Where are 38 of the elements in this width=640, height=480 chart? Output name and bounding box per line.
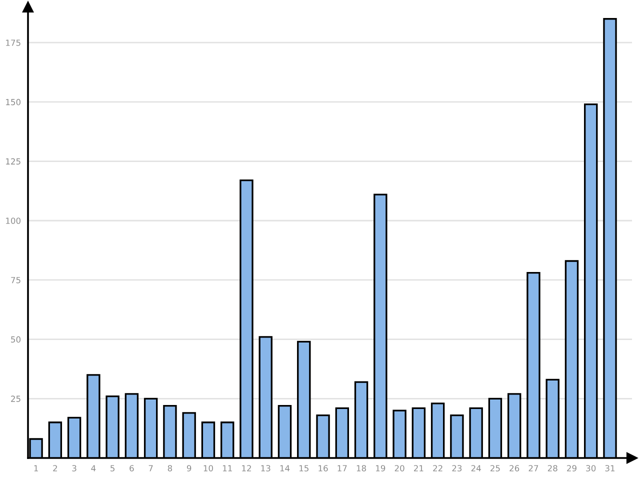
x-tick-label: 30 (586, 465, 596, 472)
x-tick-label: 21 (414, 465, 424, 472)
x-tick-label: 20 (394, 465, 404, 472)
x-tick-label: 6 (130, 465, 134, 472)
x-tick-label: 31 (605, 465, 615, 472)
x-tick-label: 17 (338, 465, 347, 472)
x-tick-label: 25 (490, 465, 500, 472)
y-tick-label: 50 (11, 336, 20, 343)
x-tick-label: 10 (204, 465, 213, 472)
x-tick-label: 15 (300, 465, 308, 472)
x-tick-label: 16 (318, 465, 328, 472)
x-tick-label: 18 (356, 465, 366, 472)
x-tick-label: 27 (528, 465, 538, 472)
x-tick-label: 3 (72, 465, 76, 472)
x-tick-label: 12 (242, 465, 251, 472)
x-tick-label: 13 (261, 465, 270, 472)
x-tick-label: 7 (148, 465, 153, 472)
x-tick-label: 28 (548, 465, 558, 472)
x-tick-label: 8 (168, 465, 172, 472)
x-tick-label: 22 (433, 465, 442, 472)
x-tick-label: 29 (567, 465, 576, 472)
x-tick-label: 24 (471, 465, 481, 472)
x-tick-label: 23 (452, 465, 462, 472)
x-tick-label: 14 (280, 465, 290, 472)
x-tick-label: 19 (376, 465, 386, 472)
y-tick-label: 25 (11, 396, 20, 402)
x-tick-label: 2 (53, 465, 57, 472)
y-tick-label: 175 (6, 40, 20, 46)
x-tick-label: 11 (222, 465, 232, 472)
x-tick-label: 26 (510, 465, 520, 472)
x-tick-label: 9 (186, 465, 192, 472)
y-tick-label: 75 (11, 277, 20, 284)
x-tick-label: 1 (34, 465, 38, 472)
y-tick-label: 125 (6, 158, 20, 165)
y-tick-label: 100 (6, 218, 20, 224)
x-tick-label: 4 (91, 465, 96, 472)
x-tick-label: 5 (110, 465, 114, 472)
y-tick-label: 150 (6, 98, 20, 106)
